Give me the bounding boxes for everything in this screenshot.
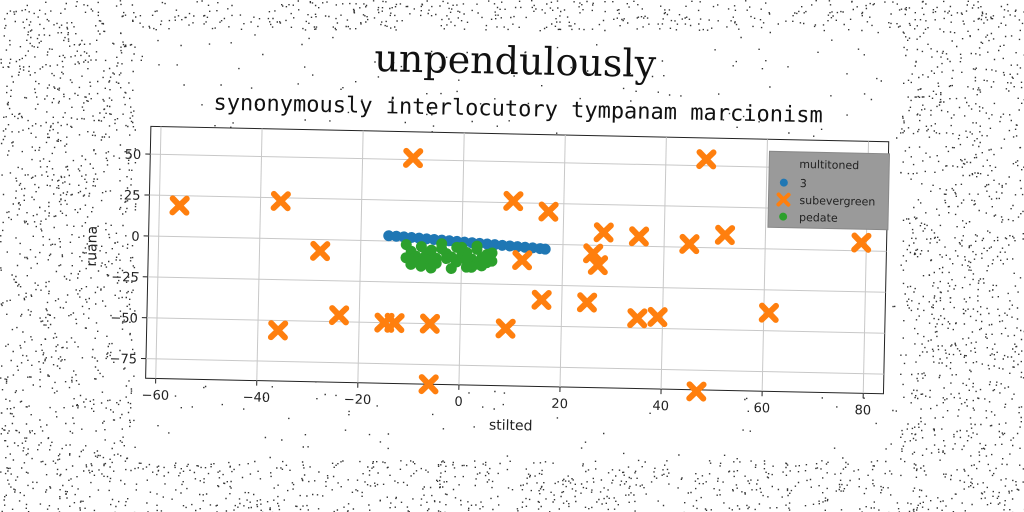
- x-gridline: [761, 139, 768, 392]
- x-axis-label: stilted: [489, 417, 533, 434]
- point-subevergreen: [647, 306, 668, 328]
- y-tick-label: −25: [111, 270, 139, 286]
- point-subevergreen: [270, 190, 291, 212]
- legend-box: [767, 150, 890, 231]
- point-subevergreen: [328, 305, 350, 326]
- legend: multitoned 3 subevergreen pedate: [767, 150, 890, 231]
- x-tick-label: −40: [243, 390, 271, 406]
- point-subevergreen: [628, 226, 650, 247]
- x-tick-label: 0: [454, 395, 463, 410]
- data-points: [169, 147, 872, 402]
- point-subevergreen: [512, 250, 533, 271]
- legend-title: multitoned: [799, 158, 859, 172]
- point-subevergreen: [310, 240, 331, 262]
- x-tick-label: −20: [344, 392, 372, 408]
- chart-subtitle: synonymously interlocutory tympanam marc…: [213, 91, 823, 129]
- point-pedate: [481, 252, 493, 264]
- point-pedate: [471, 240, 483, 252]
- y-gridline: [146, 317, 885, 334]
- point-subevergreen: [627, 308, 648, 329]
- point-subevergreen: [503, 190, 524, 212]
- point-subevergreen: [402, 147, 424, 169]
- point-pedate: [460, 261, 472, 273]
- point-subevergreen: [696, 149, 717, 170]
- y-tick-label: −50: [110, 311, 138, 327]
- x-tick-label: 40: [652, 399, 669, 414]
- y-axis-ticks: −75 −50 −25 0 25 50: [109, 148, 151, 368]
- x-axis-ticks: −60 −40 −20 0 20 40 60 80: [141, 378, 871, 418]
- point-subevergreen: [538, 201, 559, 222]
- series-subevergreen: [169, 147, 872, 402]
- point-subevergreen: [169, 195, 190, 216]
- y-gridlines: [146, 153, 889, 375]
- point-subevergreen: [495, 318, 516, 339]
- series-pedate: [400, 238, 498, 274]
- x-gridline: [660, 137, 667, 390]
- point-pedate: [415, 241, 427, 253]
- x-gridline: [155, 126, 162, 379]
- y-gridline: [146, 358, 884, 375]
- point-subevergreen: [267, 320, 289, 341]
- legend-label-pedate: pedate: [799, 211, 838, 225]
- point-subevergreen: [587, 254, 609, 276]
- point-pedate: [436, 238, 448, 250]
- point-subevergreen: [418, 374, 439, 395]
- legend-marker-subevergreen: [776, 192, 791, 207]
- x-tick-label: −60: [141, 388, 169, 404]
- plot-area: [145, 125, 890, 395]
- point-pedate: [456, 241, 468, 253]
- point-subevergreen: [851, 232, 872, 253]
- x-tick-label: 60: [753, 401, 770, 416]
- x-gridline: [357, 130, 364, 383]
- y-tick-label: 25: [124, 189, 141, 204]
- point-subevergreen: [531, 289, 552, 310]
- legend-label-subevergreen: subevergreen: [799, 194, 875, 209]
- legend-marker-pedate: [779, 212, 788, 221]
- y-axis-label: ruana: [84, 226, 101, 267]
- y-tick-label: 50: [125, 148, 142, 163]
- point-subevergreen: [419, 313, 441, 334]
- point-subevergreen: [686, 381, 707, 402]
- x-gridline: [559, 135, 566, 387]
- point-pedate: [425, 262, 437, 274]
- legend-marker-3: [779, 178, 788, 187]
- point-pedate: [400, 252, 412, 264]
- series-3: [383, 230, 551, 255]
- x-gridline: [256, 128, 263, 381]
- point-subevergreen: [593, 222, 614, 243]
- point-pedate: [440, 253, 452, 265]
- legend-label-3: 3: [800, 177, 807, 190]
- point-pedate: [415, 260, 427, 272]
- point-subevergreen: [714, 224, 736, 246]
- x-tick-label: 80: [854, 403, 871, 418]
- point-pedate: [425, 244, 437, 256]
- point-subevergreen: [679, 233, 700, 255]
- chart-title: unpendulously: [374, 36, 657, 86]
- point-3: [539, 243, 551, 255]
- point-subevergreen: [758, 302, 780, 323]
- y-tick-label: −75: [109, 352, 137, 368]
- point-subevergreen: [384, 312, 405, 334]
- point-pedate: [476, 260, 488, 272]
- y-tick-label: 0: [131, 230, 140, 245]
- point-subevergreen: [576, 292, 598, 313]
- y-gridline: [150, 153, 889, 171]
- point-pedate: [445, 262, 457, 274]
- y-gridline: [147, 276, 886, 293]
- x-tick-label: 20: [551, 397, 568, 412]
